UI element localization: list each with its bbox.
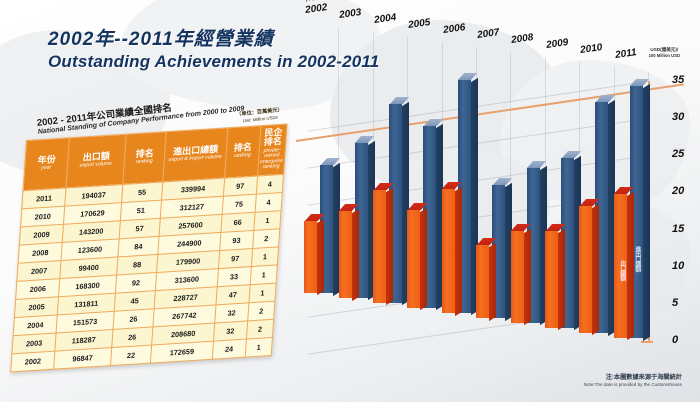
cell-export: 96847 [53,347,112,369]
chart-plot-area: USD(億美元)/ 100 Million USD 0 5 10 15 20 25 30 35… [295,0,694,384]
x-axis-label-2008: 2008 [510,32,535,47]
y-axis-tick-20: 20 [672,185,685,198]
bar-export-2004 [373,183,393,306]
bar-export-2008 [510,224,531,326]
y-axis-tick-30: 30 [672,111,685,124]
cell-rank2: 66 [220,211,256,233]
cell-rank2: 97 [222,175,258,196]
vertical-gridline [510,52,512,313]
col-header-ranking-1: 排名 ranking [122,131,167,185]
chart-top-axis [295,83,685,142]
y-axis-tick-35: 35 [672,74,685,86]
bar-chart: USD(億美元)/ 100 Million USD 0 5 10 15 20 25 30 35… [295,0,694,384]
cell-rank3: 1 [251,246,279,267]
x-axis-label-2010: 2010 [579,42,604,57]
cell-rank3: 4 [256,174,284,194]
cell-rank3: 1 [250,264,278,285]
col-header-import-export-volume: 進出口總額 export & import volume [163,127,228,182]
cell-rank2: 93 [219,230,254,251]
col-header-ranking2-en: ranking [233,152,251,160]
cell-rank3: 1 [253,210,282,231]
cell-rank2: 75 [221,193,257,215]
cell-rank2: 32 [213,320,248,341]
title-english: Outstanding Achievements in 2002-2011 [48,52,380,71]
cell-rank3: 2 [246,318,274,339]
cell-volume: 172659 [150,340,214,363]
cell-rank3: 1 [248,282,277,303]
cell-year: 2002 [10,350,56,372]
y-unit-en: 100 Million USD [648,52,680,58]
y-axis-tick-5: 5 [672,296,679,309]
y-axis-tick-15: 15 [672,222,685,235]
y-unit-cn: USD(億美元)/ [650,47,679,52]
col-header-year: 年份 year [23,137,70,191]
title-chinese: 2002年--2011年經營業績 [48,29,274,50]
col-header-private-ranking: 民企排名 private-owned enterprise ranking [257,124,287,176]
cell-rank1: 22 [110,344,153,366]
col-header-ranking-2: 排名 ranking [224,125,261,178]
cell-rank2: 97 [218,248,253,269]
bar-export-2011 [613,187,634,341]
bar-export-2010 [579,199,600,336]
cell-rank3: 2 [247,300,275,321]
chart-footnote: 注:本圖數據來源于海關統計 Note:The date is provided … [584,374,682,388]
bar-export-2006 [441,181,462,316]
col-header-year-en: year [40,164,52,172]
bar-export-2005 [407,203,428,311]
table-body: 2011 194037 55 339994 97 4 2010 170629 51 312127… [10,174,284,372]
col-header-export-volume: 出口額 export volume [66,134,126,188]
cell-rank2: 32 [214,302,249,323]
footnote-english: Note:The date is provided by the Customs… [583,382,682,388]
legend-export-volume: 出口總額 [618,260,625,281]
y-axis-unit-label: USD(億美元)/ 100 Million USD [649,47,680,58]
y-axis-tick-0: 0 [672,334,679,346]
bar-export-2002 [304,214,325,296]
performance-table: 年份 year 出口額 export volume 排名 ranking 進出口… [10,123,288,373]
cell-rank2: 47 [215,284,251,305]
bar-export-2009 [545,224,565,331]
col-header-private-cn: 民企排名 [263,126,283,148]
page-title: 2002年--2011年經營業績 Outstanding Achievement… [48,24,379,72]
bar-export-2007 [476,237,497,321]
performance-table-panel: 年份 year 出口額 export volume 排名 ranking 進出口… [10,123,288,373]
col-header-ranking1-en: ranking [135,158,153,166]
x-axis-label-2009: 2009 [545,37,569,52]
cell-rank2: 33 [216,266,252,287]
y-axis-tick-25: 25 [672,148,685,161]
cell-rank3: 2 [252,228,280,249]
footnote-chinese: 注:本圖數據來源于海關統計 [605,373,682,381]
cell-rank3: 1 [245,337,273,357]
col-header-private-en: private-owned enterprise ranking [259,146,284,171]
y-axis-tick-10: 10 [672,259,685,272]
chart-baseline-tick [641,341,653,343]
bar-export-2003 [338,203,359,301]
cell-rank3: 4 [255,192,283,212]
x-axis-label-2011: 2011 [614,47,637,62]
legend-import-export-volume: 進出口總額 [633,246,640,272]
col-header-volume-en: export & import volume [168,154,222,164]
vertical-gridline [338,27,340,288]
cell-rank2: 24 [211,338,247,359]
